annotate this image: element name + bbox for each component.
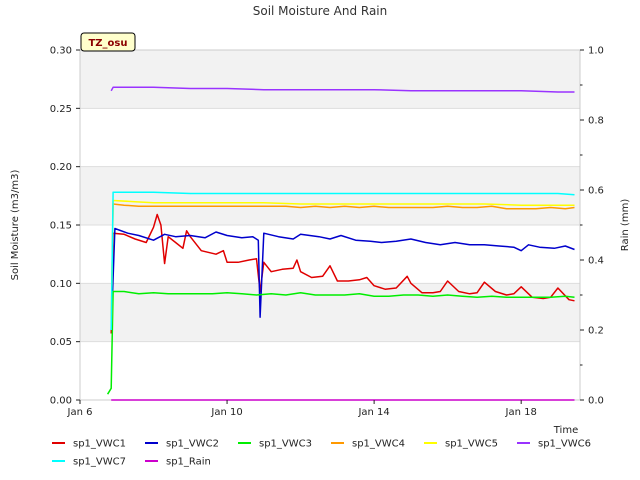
series-line-sp1-vwc6 xyxy=(110,86,575,93)
y-tick-label: 0.30 xyxy=(50,46,72,57)
background-band xyxy=(80,50,580,109)
x-axis: Jan 6 Jan 10 Jan 14 Jan 18 xyxy=(67,400,537,418)
legend-label: sp1_VWC2 xyxy=(166,439,219,450)
y2-tick-label: 0.0 xyxy=(588,396,604,407)
station-badge-label: TZ_osu xyxy=(88,38,127,49)
y-tick-label: 0.20 xyxy=(50,162,72,173)
y2-tick-label: 0.4 xyxy=(588,256,604,267)
x-tick-label: Jan 14 xyxy=(357,407,389,418)
legend-label: sp1_VWC4 xyxy=(352,439,405,450)
series-line-sp1-vwc5 xyxy=(110,199,575,328)
legend-label: sp1_VWC3 xyxy=(259,439,312,450)
y-tick-label: 0.25 xyxy=(50,104,72,115)
right-axis: 0.0 0.2 0.4 0.6 0.8 1.0 xyxy=(580,46,604,407)
chart-title: Soil Moisture And Rain xyxy=(253,4,388,18)
x-axis-label: Time xyxy=(553,425,578,436)
y-tick-label: 0.10 xyxy=(50,279,72,290)
x-tick-label: Jan 18 xyxy=(505,407,537,418)
series-line-sp1-vwc2 xyxy=(110,227,575,331)
background-band xyxy=(80,108,580,167)
y-tick-label: 0.15 xyxy=(50,221,72,232)
x-tick-label: Jan 10 xyxy=(210,407,242,418)
background-bands xyxy=(80,50,580,400)
legend-label: sp1_VWC6 xyxy=(538,439,591,450)
series-line-sp1-vwc7 xyxy=(110,191,575,331)
series-line-sp1-vwc3 xyxy=(106,290,575,395)
y-axis-label: Soil Moisture (m3/m3) xyxy=(10,170,21,281)
legend: sp1_VWC1 sp1_VWC2 sp1_VWC3 sp1_VWC4 sp1_VWC5… xyxy=(52,439,591,468)
y2-tick-label: 0.8 xyxy=(588,116,604,127)
y2-tick-label: 1.0 xyxy=(588,46,604,57)
series-line-sp1-vwc4 xyxy=(110,203,575,331)
y-tick-label: 0.05 xyxy=(50,337,72,348)
background-band xyxy=(80,341,580,400)
x-tick-label: Jan 6 xyxy=(67,407,93,418)
left-axis: 0.00 0.05 0.10 0.15 0.20 0.25 0.30 xyxy=(50,46,80,407)
station-badge: TZ_osu xyxy=(80,32,136,52)
y2-tick-label: 0.6 xyxy=(588,186,604,197)
y-tick-label: 0.00 xyxy=(50,396,72,407)
legend-label: sp1_VWC1 xyxy=(73,439,126,450)
legend-label: sp1_VWC5 xyxy=(445,439,498,450)
y2-axis-label: Rain (mm) xyxy=(620,199,631,252)
legend-label: sp1_Rain xyxy=(166,457,211,468)
series-line-sp1-vwc1 xyxy=(110,213,575,334)
background-band xyxy=(80,225,580,284)
series-layer xyxy=(106,86,575,401)
legend-label: sp1_VWC7 xyxy=(73,457,126,468)
y2-tick-label: 0.2 xyxy=(588,326,604,337)
background-band xyxy=(80,166,580,225)
